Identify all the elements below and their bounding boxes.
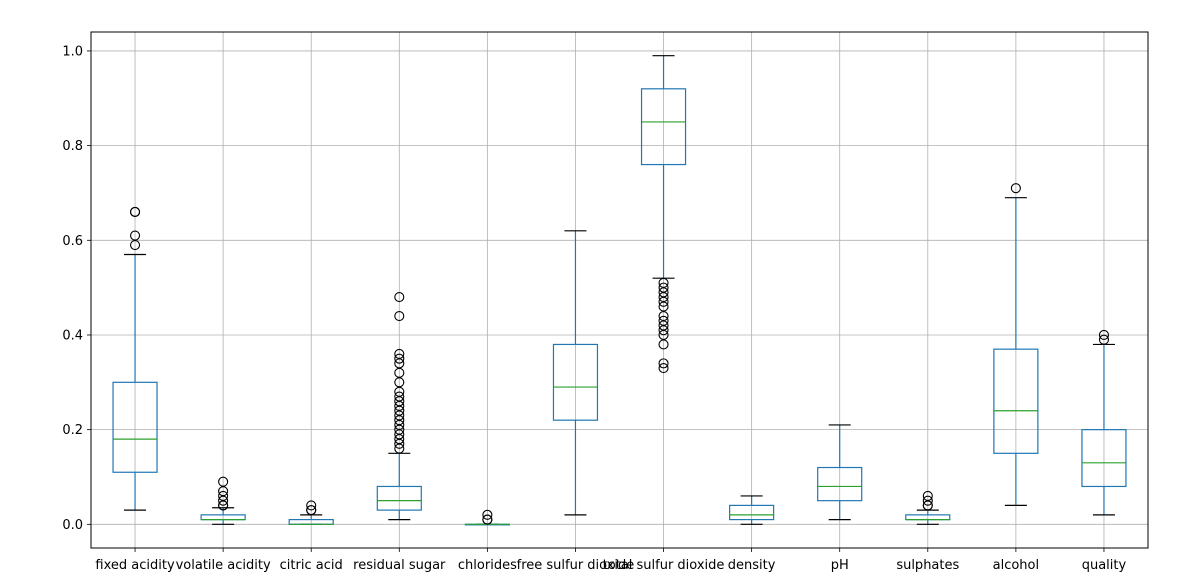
outlier-point <box>394 391 405 402</box>
outlier-point <box>1098 334 1110 345</box>
grid-lines <box>91 32 1148 548</box>
outlier-point <box>394 348 405 359</box>
box-density <box>729 495 775 525</box>
outlier-point <box>922 495 933 506</box>
x-tick-label: total sulfur dioxide <box>603 558 725 573</box>
box-fixed-acidity <box>112 206 158 511</box>
iqr-box <box>1081 429 1127 488</box>
outlier-point <box>394 353 405 364</box>
box-citric-acid <box>288 500 334 525</box>
outlier-point <box>1010 183 1021 194</box>
y-tick-label: 1.0 <box>62 44 83 59</box>
outlier-point <box>129 230 141 241</box>
x-tick-label: pH <box>831 558 849 573</box>
y-tick-label: 0.8 <box>62 139 83 154</box>
x-tick-label: quality <box>1082 558 1127 573</box>
outlier-point <box>394 310 405 322</box>
outlier-point <box>394 292 405 303</box>
iqr-box <box>729 504 775 521</box>
outlier-point <box>218 476 229 487</box>
outlier-point <box>922 490 933 501</box>
outlier-point <box>306 505 317 516</box>
y-tick-label: 0.2 <box>62 423 83 438</box>
iqr-box <box>112 381 158 473</box>
outlier-point <box>658 315 669 326</box>
outlier-point <box>306 500 317 511</box>
y-tick-label: 0.0 <box>62 518 83 533</box>
plot-frame <box>90 31 1149 549</box>
outlier-point <box>482 514 493 525</box>
box-sulphates <box>905 490 951 525</box>
box-residual-sugar <box>376 292 422 521</box>
box-alcohol <box>993 183 1039 506</box>
outlier-point <box>658 277 669 288</box>
iqr-box <box>552 343 599 421</box>
box-chlorides <box>464 509 510 526</box>
box-pH <box>817 424 863 521</box>
outlier-point <box>129 206 141 217</box>
outlier-point <box>1098 329 1110 341</box>
iqr-box <box>817 466 863 502</box>
axes: 0.0 0.2 0.4 0.6 0.8 1.0 fixed acidity volatile … <box>62 44 1126 573</box>
x-tick-label: citric acid <box>280 558 343 573</box>
outlier-point <box>482 509 493 520</box>
iqr-box <box>640 88 687 166</box>
x-tick-label: residual sugar <box>353 558 446 573</box>
box-free-sulfur-dioxide <box>552 230 599 516</box>
iqr-box <box>993 348 1039 454</box>
x-tick-label: volatile acidity <box>176 558 271 573</box>
x-tick-label: sulphates <box>896 558 959 573</box>
outlier-point <box>658 358 669 369</box>
boxes <box>112 55 1127 526</box>
y-tick-label: 0.6 <box>62 234 83 249</box>
x-tick-label: density <box>728 558 776 573</box>
x-tick-label: chlorides <box>458 558 517 573</box>
outlier-point <box>218 490 229 501</box>
outlier-point <box>658 363 669 374</box>
x-tick-label: alcohol <box>993 558 1039 573</box>
x-tick-label: fixed acidity <box>95 558 175 573</box>
y-tick-label: 0.4 <box>62 328 83 343</box>
box-volatile-acidity <box>200 476 246 525</box>
x-tick-label: free sulfur dioxide <box>517 558 635 573</box>
outlier-point <box>658 282 669 293</box>
iqr-box <box>376 485 422 511</box>
box-quality <box>1081 329 1127 516</box>
box-total-sulfur-dioxide <box>640 55 687 374</box>
